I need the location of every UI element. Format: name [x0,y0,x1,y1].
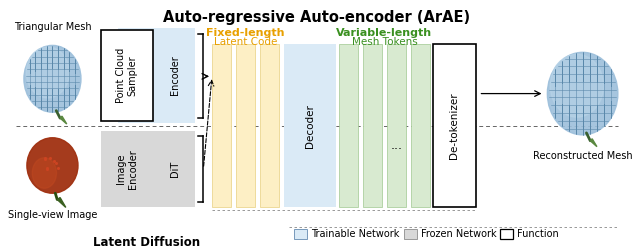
Text: Point Cloud
Sampler: Point Cloud Sampler [116,48,138,103]
Text: DiT: DiT [170,161,180,177]
Text: Auto-regressive Auto-encoder (ArAE): Auto-regressive Auto-encoder (ArAE) [163,10,470,25]
Polygon shape [60,116,67,124]
Text: Mesh Tokens: Mesh Tokens [351,38,417,47]
Bar [294,229,307,239]
Text: Latent Diffusion: Latent Diffusion [93,236,200,249]
Polygon shape [590,139,597,147]
Text: Trainable Network: Trainable Network [311,229,400,239]
Text: Image
Encoder: Image Encoder [116,149,138,189]
Bar [236,44,255,207]
Bar [499,229,513,239]
Text: De-tokenizer: De-tokenizer [449,92,459,159]
Text: ...: ... [390,139,403,152]
Bar [101,131,153,207]
Bar [284,44,336,207]
Ellipse shape [547,52,618,135]
Text: Encoder: Encoder [170,55,180,95]
Ellipse shape [24,45,81,112]
Bar [433,44,476,207]
Text: Single-view Image: Single-view Image [8,210,97,220]
Text: Fixed-length: Fixed-length [206,27,285,38]
Ellipse shape [26,47,69,98]
Text: Reconstructed Mesh: Reconstructed Mesh [533,151,632,161]
Text: Latent Code: Latent Code [214,38,277,47]
Ellipse shape [32,158,56,188]
Text: Triangular Mesh: Triangular Mesh [13,22,92,32]
Bar [101,131,195,207]
Text: Decoder: Decoder [305,104,315,147]
Polygon shape [57,198,66,207]
Bar [387,44,406,207]
Text: Variable-length: Variable-length [337,27,433,38]
Text: Frozen Network: Frozen Network [421,229,497,239]
Bar [339,44,358,207]
Bar [411,44,430,207]
Bar [363,44,382,207]
Ellipse shape [550,54,604,117]
Bar [101,29,153,121]
Bar [260,44,279,207]
Bar [118,27,195,123]
Bar [212,44,231,207]
Text: Function: Function [516,229,559,239]
Ellipse shape [27,138,78,193]
Bar [404,229,417,239]
